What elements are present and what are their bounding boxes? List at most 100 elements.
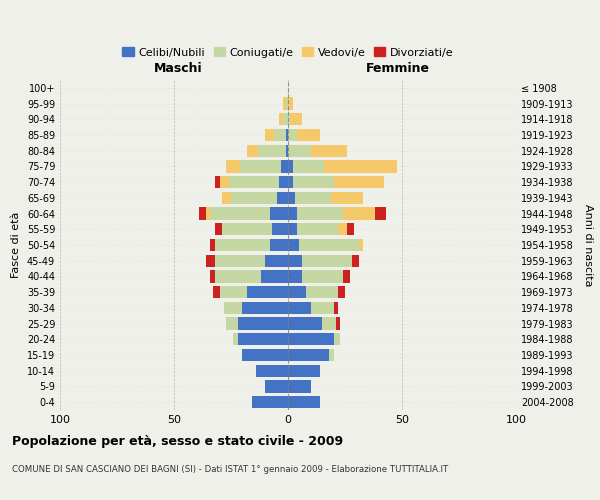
Bar xyxy=(277,192,288,204)
Bar xyxy=(288,270,302,282)
Bar xyxy=(238,318,288,330)
Bar xyxy=(297,129,320,141)
Bar xyxy=(229,176,279,188)
Bar xyxy=(206,254,215,267)
Bar xyxy=(295,192,331,204)
Bar xyxy=(306,286,338,298)
Bar xyxy=(302,270,343,282)
Bar xyxy=(288,176,293,188)
Bar xyxy=(270,239,288,251)
Bar xyxy=(352,254,359,267)
Bar xyxy=(288,129,297,141)
Bar xyxy=(265,254,288,267)
Bar xyxy=(329,349,334,361)
Bar xyxy=(288,318,322,330)
Bar xyxy=(343,270,350,282)
Bar xyxy=(226,318,238,330)
Bar xyxy=(286,129,288,141)
Bar xyxy=(322,318,336,330)
Bar xyxy=(281,160,288,172)
Bar xyxy=(240,160,281,172)
Bar xyxy=(215,270,260,282)
Bar xyxy=(334,176,384,188)
Bar xyxy=(265,129,274,141)
Bar xyxy=(199,208,206,220)
Y-axis label: Fasce di età: Fasce di età xyxy=(11,212,21,278)
Bar xyxy=(331,192,363,204)
Bar xyxy=(290,113,302,126)
Bar xyxy=(247,144,259,157)
Bar xyxy=(297,208,343,220)
Bar xyxy=(288,113,290,126)
Bar xyxy=(374,208,386,220)
Bar xyxy=(334,333,340,345)
Bar xyxy=(338,286,345,298)
Y-axis label: Anni di nascita: Anni di nascita xyxy=(583,204,593,286)
Bar xyxy=(293,176,334,188)
Bar xyxy=(347,223,354,235)
Bar xyxy=(288,160,293,172)
Text: Popolazione per età, sesso e stato civile - 2009: Popolazione per età, sesso e stato civil… xyxy=(12,435,343,448)
Bar xyxy=(222,223,272,235)
Bar xyxy=(256,364,288,377)
Bar xyxy=(293,160,325,172)
Bar xyxy=(211,270,215,282)
Bar xyxy=(288,380,311,392)
Legend: Celibi/Nubili, Coniugati/e, Vedovi/e, Divorziati/e: Celibi/Nubili, Coniugati/e, Vedovi/e, Di… xyxy=(118,42,458,62)
Bar xyxy=(288,302,311,314)
Text: Femmine: Femmine xyxy=(365,62,430,75)
Bar xyxy=(288,349,329,361)
Bar xyxy=(311,302,334,314)
Bar xyxy=(206,208,211,220)
Bar xyxy=(338,223,347,235)
Bar xyxy=(247,286,288,298)
Bar xyxy=(359,239,363,251)
Bar xyxy=(288,333,334,345)
Text: Maschi: Maschi xyxy=(154,62,203,75)
Bar xyxy=(288,144,311,157)
Bar xyxy=(299,239,359,251)
Bar xyxy=(231,192,277,204)
Bar xyxy=(311,144,347,157)
Bar xyxy=(215,223,222,235)
Bar xyxy=(272,223,288,235)
Bar xyxy=(251,396,288,408)
Bar xyxy=(288,192,295,204)
Bar xyxy=(336,318,340,330)
Bar xyxy=(259,144,286,157)
Bar xyxy=(288,286,306,298)
Bar xyxy=(286,144,288,157)
Bar xyxy=(279,113,283,126)
Bar xyxy=(288,208,297,220)
Bar xyxy=(222,192,231,204)
Bar xyxy=(288,223,297,235)
Bar xyxy=(288,239,299,251)
Bar xyxy=(283,98,286,110)
Bar xyxy=(288,98,293,110)
Bar xyxy=(279,176,288,188)
Bar xyxy=(288,396,320,408)
Bar xyxy=(242,302,288,314)
Bar xyxy=(270,208,288,220)
Bar xyxy=(220,176,229,188)
Bar xyxy=(238,333,288,345)
Bar xyxy=(213,286,220,298)
Bar xyxy=(302,254,352,267)
Bar xyxy=(233,333,238,345)
Bar xyxy=(265,380,288,392)
Bar xyxy=(297,223,338,235)
Bar xyxy=(215,254,265,267)
Bar xyxy=(283,113,288,126)
Bar xyxy=(260,270,288,282)
Bar xyxy=(224,302,242,314)
Bar xyxy=(288,254,302,267)
Bar xyxy=(334,302,338,314)
Bar xyxy=(211,208,270,220)
Bar xyxy=(220,286,247,298)
Bar xyxy=(226,160,240,172)
Bar xyxy=(215,239,270,251)
Bar xyxy=(343,208,374,220)
Bar xyxy=(288,364,320,377)
Bar xyxy=(242,349,288,361)
Bar xyxy=(325,160,397,172)
